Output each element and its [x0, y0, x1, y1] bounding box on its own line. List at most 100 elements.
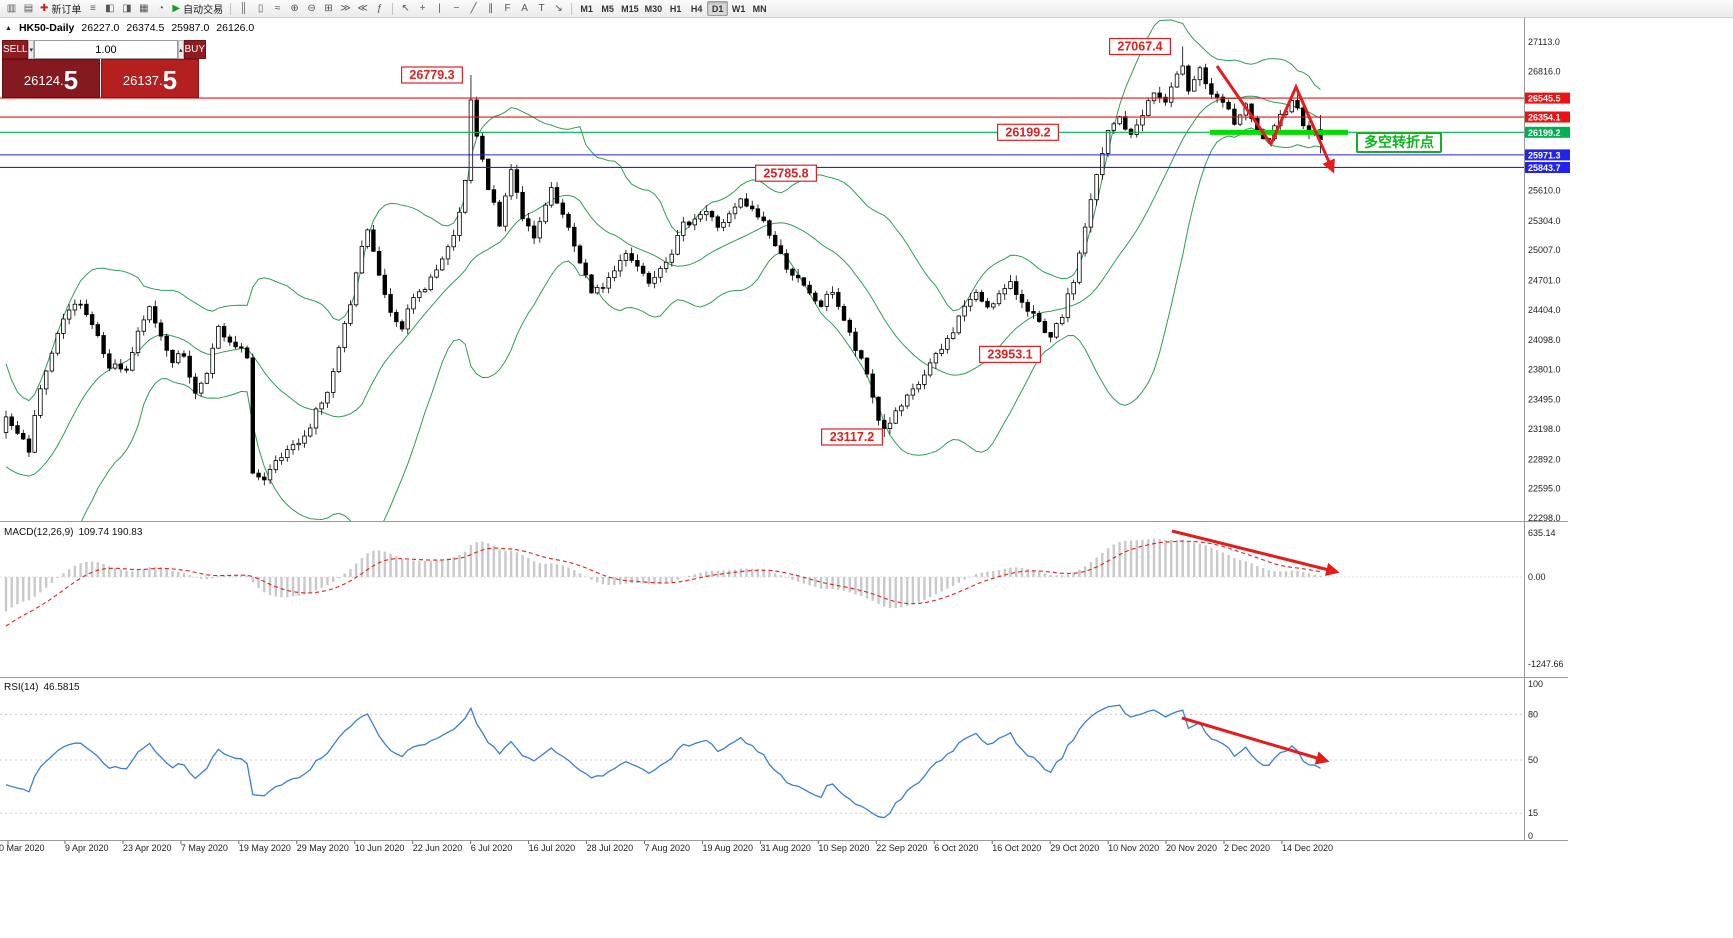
price-annotation[interactable]: 25785.8 — [754, 164, 817, 182]
svg-text:25785.8: 25785.8 — [763, 166, 808, 180]
buy-price-button[interactable]: 26137. 5 — [101, 59, 199, 98]
turning-point-annotation[interactable]: 多空转折点 — [1356, 132, 1442, 153]
svg-text:15: 15 — [1528, 808, 1538, 818]
trend-arrow[interactable] — [1181, 716, 1330, 765]
horizontal-line-icon: − — [453, 2, 460, 14]
sell-price-button[interactable]: 26124. 5 — [2, 59, 100, 98]
new-chart-icon[interactable]: ▥ — [3, 1, 20, 16]
macd-pane[interactable] — [0, 529, 1524, 627]
rsi-name: RSI(14) — [4, 682, 39, 693]
cursor-icon[interactable]: ↖ — [397, 1, 414, 16]
svg-text:23 Apr 2020: 23 Apr 2020 — [123, 843, 172, 853]
main-toolbar: ▥ ▤ ✚ 新订单 ≡ ◧ ◨ ▦ ◔ ▶ 自动交易 ║ ▯ ≈ ⊕ ⊖ ⊞ ≫ ≪ ƒ ↖ + | − ╱ ∥ F A T ↘ M1 M5 M… — [0, 0, 1733, 18]
macd-histogram — [4, 538, 1322, 612]
trendline-icon: ╱ — [470, 2, 477, 14]
line-chart-icon[interactable]: ≈ — [269, 1, 286, 16]
timeframe-m1[interactable]: M1 — [580, 3, 593, 14]
text-icon[interactable]: A — [516, 1, 533, 16]
auto-scroll-icon[interactable]: ≫ — [337, 1, 354, 16]
autotrading-button[interactable]: ▶ 自动交易 — [169, 1, 226, 16]
macd-values: 109.74 190.83 — [78, 527, 143, 538]
toolbar-separator — [392, 2, 394, 15]
indicators-icon[interactable]: ƒ — [371, 1, 388, 16]
zoom-out-icon[interactable]: ⊖ — [303, 1, 320, 16]
tile-windows-icon[interactable]: ⊞ — [320, 1, 337, 16]
price-level-badge — [1525, 162, 1570, 173]
svg-text:22 Sep 2020: 22 Sep 2020 — [876, 843, 927, 853]
timeframe-m30[interactable]: M30 — [644, 3, 663, 14]
data-window-icon[interactable]: ◧ — [101, 1, 118, 16]
navigator-icon[interactable]: ◨ — [118, 1, 135, 16]
bar-chart-icon[interactable]: ║ — [235, 1, 252, 16]
svg-text:80: 80 — [1528, 709, 1538, 719]
svg-text:30 Mar 2020: 30 Mar 2020 — [0, 843, 45, 853]
timeframe-h4[interactable]: H4 — [690, 3, 703, 14]
buy-header-button[interactable]: BUY — [183, 40, 207, 59]
svg-text:19 Aug 2020: 19 Aug 2020 — [703, 843, 754, 853]
svg-text:100: 100 — [1528, 679, 1543, 689]
zoom-in-icon[interactable]: ⊕ — [286, 1, 303, 16]
main-pane[interactable]: 27067.4 26779.3 26199.2 25785.8 23953.1 23117… — [0, 19, 1524, 570]
tile-windows-icon: ⊞ — [324, 2, 333, 14]
time-axis[interactable]: 30 Mar 2020 9 Apr 2020 23 Apr 2020 7 May 20… — [0, 841, 1333, 853]
vertical-line-icon[interactable]: | — [431, 1, 448, 16]
svg-text:29 May 2020: 29 May 2020 — [297, 843, 349, 853]
volume-increase-button[interactable]: ▴ — [177, 40, 184, 59]
ohlc-close: 26126.0 — [216, 22, 255, 34]
zoom-in-icon: ⊕ — [290, 2, 299, 14]
svg-text:26545.5: 26545.5 — [1528, 94, 1561, 104]
terminal-icon[interactable]: ▦ — [135, 1, 152, 16]
candlestick-chart-icon: ▯ — [257, 2, 264, 14]
svg-text:23198.0: 23198.0 — [1528, 424, 1561, 434]
timeframe-m5[interactable]: M5 — [601, 3, 614, 14]
svg-text:14 Dec 2020: 14 Dec 2020 — [1282, 843, 1333, 853]
svg-text:2 Dec 2020: 2 Dec 2020 — [1224, 843, 1270, 853]
chart-header: ▲ HK50-Daily 26227.0 26374.5 25987.0 261… — [5, 22, 254, 34]
svg-text:26199.2: 26199.2 — [1528, 128, 1561, 138]
price-annotation[interactable]: 26199.2 — [996, 123, 1059, 141]
new-order-button[interactable]: ✚ 新订单 — [37, 1, 84, 16]
timeframe-w1[interactable]: W1 — [731, 3, 746, 14]
price-annotation[interactable]: 23953.1 — [978, 345, 1041, 363]
svg-text:31 Aug 2020: 31 Aug 2020 — [760, 843, 811, 853]
svg-text:24098.0: 24098.0 — [1528, 335, 1561, 345]
price-annotation[interactable]: 23117.2 — [820, 428, 883, 446]
trendline-icon[interactable]: ╱ — [465, 1, 482, 16]
profiles-icon[interactable]: ▤ — [20, 1, 37, 16]
svg-text:22298.0: 22298.0 — [1528, 513, 1561, 523]
timeframe-mn[interactable]: MN — [752, 3, 767, 14]
svg-text:0: 0 — [1528, 831, 1533, 841]
channel-icon[interactable]: ∥ — [482, 1, 499, 16]
candlesticks — [3, 46, 1323, 486]
volume-input[interactable] — [33, 40, 178, 59]
macd-indicator-label: MACD(12,26,9) 109.74 190.83 — [4, 527, 142, 538]
sell-header-button[interactable]: SELL — [2, 40, 29, 59]
timeframe-h1[interactable]: H1 — [669, 3, 682, 14]
indicators-icon: ƒ — [376, 2, 383, 14]
label-icon[interactable]: T — [533, 1, 550, 16]
volume-decrease-button[interactable]: ▾ — [28, 40, 34, 59]
rsi-pane[interactable] — [0, 704, 1524, 819]
buy-price: 26137. — [122, 73, 163, 88]
arrows-icon[interactable]: ↘ — [550, 1, 567, 16]
timeframe-m15[interactable]: M15 — [621, 3, 639, 14]
price-annotation[interactable]: 27067.4 — [1108, 37, 1171, 56]
horizontal-line-icon[interactable]: − — [448, 1, 465, 16]
timeframe-d1[interactable]: D1 — [707, 1, 729, 16]
bar-chart-icon: ║ — [240, 2, 248, 14]
fibonacci-icon[interactable]: F — [499, 1, 516, 16]
svg-text:23117.2: 23117.2 — [830, 430, 875, 444]
price-annotation[interactable]: 26779.3 — [401, 66, 464, 84]
svg-text:23495.0: 23495.0 — [1528, 395, 1561, 405]
market-watch-icon[interactable]: ≡ — [84, 1, 101, 16]
trend-arrow[interactable] — [1171, 529, 1340, 576]
trend-arrow[interactable] — [1215, 65, 1335, 174]
macd-signal-line — [5, 540, 1321, 627]
chart-shift-icon[interactable]: ≪ — [354, 1, 371, 16]
crosshair-icon[interactable]: + — [414, 1, 431, 16]
strategy-tester-icon[interactable]: ◔ — [152, 1, 169, 16]
candlestick-chart-icon[interactable]: ▯ — [252, 1, 269, 16]
market-watch-icon: ≡ — [89, 2, 96, 14]
svg-text:25971.3: 25971.3 — [1528, 150, 1561, 160]
